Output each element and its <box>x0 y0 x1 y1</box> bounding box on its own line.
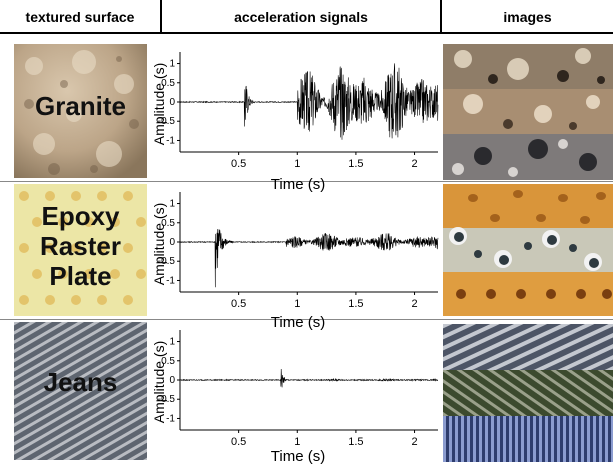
x-tick-label: 1.5 <box>348 436 363 448</box>
y-axis-label: Amplitude (s) <box>151 63 167 145</box>
y-tick-label: -1 <box>166 275 175 286</box>
header-acceleration-signals: acceleration signals <box>234 9 368 25</box>
epoxy-label-line-1: Epoxy <box>41 201 120 231</box>
x-tick-label: 0.5 <box>231 436 246 448</box>
x-tick-label: 1 <box>294 158 300 170</box>
x-axis-label: Time (s) <box>271 448 325 465</box>
y-tick-label: -0.5 <box>158 116 176 127</box>
granite-images <box>443 44 613 180</box>
y-tick-label: 1 <box>169 337 175 348</box>
y-tick-label: 0.5 <box>161 356 175 367</box>
epoxy-label-line-3: Plate <box>49 261 112 291</box>
y-tick-label: 0.5 <box>161 78 175 89</box>
y-tick-label: -0.5 <box>158 394 176 405</box>
y-tick-label: -0.5 <box>158 256 176 267</box>
y-tick-label: 1 <box>169 59 175 70</box>
granite-label: Granite <box>34 91 127 121</box>
header-images: images <box>503 9 552 25</box>
y-tick-label: 0.5 <box>161 218 175 229</box>
y-axis-label: Amplitude (s) <box>151 203 167 285</box>
x-tick-label: 0.5 <box>231 298 246 310</box>
epoxy-images <box>443 184 613 316</box>
row-separator-1 <box>0 181 613 182</box>
signal-trace <box>179 368 438 388</box>
x-axis-label: Time (s) <box>271 176 325 193</box>
jeans-signal-plot: Amplitude (s) 1 0.5 0 -0.5 -1 0.5 1 1.5 2 Time … <box>151 330 438 465</box>
epoxy-signal-plot: Amplitude (s) 1 0.5 0 -0.5 -1 0.5 1 1.5 2 Time … <box>151 192 439 331</box>
header-divider-1 <box>160 0 162 32</box>
header-divider-2 <box>440 0 442 32</box>
x-tick-label: 1.5 <box>348 158 363 170</box>
x-tick-label: 2 <box>411 158 417 170</box>
y-tick-label: 0 <box>169 97 175 108</box>
y-tick-label: 0 <box>169 375 175 386</box>
y-tick-label: -1 <box>166 135 175 146</box>
y-tick-label: 1 <box>169 199 175 210</box>
granite-signal-plot: Amplitude (s) 1 0.5 0 -0.5 -1 0.5 1 1.5 2 Time … <box>151 52 439 193</box>
x-tick-label: 2 <box>411 436 417 448</box>
y-tick-label: -1 <box>166 413 175 424</box>
x-tick-label: 0.5 <box>231 158 246 170</box>
granite-texture-photo: Granite <box>14 44 147 178</box>
y-axis-label: Amplitude (s) <box>151 341 167 423</box>
header-underline <box>0 32 613 34</box>
jeans-texture-photo: Jeans <box>14 322 147 460</box>
epoxy-texture-photo: Epoxy Raster Plate <box>14 184 147 316</box>
epoxy-label-line-2: Raster <box>40 231 121 261</box>
header-textured-surface: textured surface <box>25 9 135 25</box>
jeans-label: Jeans <box>43 367 118 397</box>
signal-trace <box>179 229 439 288</box>
x-tick-label: 1.5 <box>348 298 363 310</box>
y-tick-label: 0 <box>169 237 175 248</box>
x-tick-label: 2 <box>411 298 417 310</box>
row-separator-2 <box>0 319 613 320</box>
x-tick-label: 1 <box>294 436 300 448</box>
signal-trace <box>180 63 439 140</box>
jeans-images <box>443 324 613 462</box>
x-tick-label: 1 <box>294 298 300 310</box>
x-axis-label: Time (s) <box>271 314 325 331</box>
